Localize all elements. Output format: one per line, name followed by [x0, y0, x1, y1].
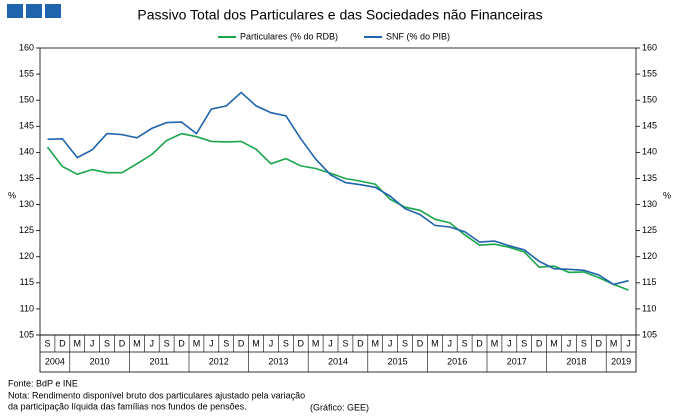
x-tick-label: D	[238, 338, 245, 348]
y2-tick-label: 130	[642, 199, 657, 209]
x-tick-label: M	[74, 338, 82, 348]
y2-axis-label: %	[663, 190, 671, 200]
y2-tick-label: 105	[642, 329, 657, 339]
y-tick-label: 110	[20, 303, 34, 313]
y-tick-label: 140	[19, 147, 34, 157]
x-tick-label: J	[448, 338, 453, 348]
logo-square	[45, 4, 61, 18]
x-tick-label: J	[269, 338, 274, 348]
x-tick-label: S	[402, 338, 408, 348]
note: da participação líquida das famílias nos…	[8, 401, 247, 411]
y-tick-label: 160	[19, 42, 34, 52]
x-group-label: 2015	[388, 356, 408, 366]
chart-title: Passivo Total dos Particulares e das Soc…	[137, 7, 542, 23]
x-tick-label: S	[44, 338, 50, 348]
x-group-label: 2016	[447, 356, 467, 366]
x-tick-label: S	[521, 338, 527, 348]
x-tick-label: S	[223, 338, 229, 348]
y2-tick-label: 150	[642, 95, 657, 105]
legend-label: Particulares (% do RDB)	[240, 31, 338, 41]
y2-tick-label: 125	[642, 225, 657, 235]
x-tick-label: J	[507, 338, 512, 348]
y2-tick-label: 140	[642, 147, 657, 157]
x-tick-label: D	[596, 338, 603, 348]
plot-frame	[39, 47, 637, 336]
x-tick-label: S	[581, 338, 587, 348]
x-group-label: 2012	[209, 356, 229, 366]
x-tick-label: M	[252, 338, 260, 348]
y2-tick-label: 160	[642, 42, 657, 52]
series-line	[46, 132, 629, 291]
x-tick-label: M	[312, 338, 320, 348]
x-tick-label: S	[283, 338, 289, 348]
series-line	[47, 91, 629, 286]
x-tick-label: M	[491, 338, 499, 348]
x-tick-label: S	[462, 338, 468, 348]
x-tick-label: J	[388, 338, 393, 348]
x-group-label: 2019	[611, 356, 631, 366]
x-tick-label: D	[119, 338, 126, 348]
y2-tick-label: 110	[642, 303, 656, 313]
x-group-label: 2010	[90, 356, 110, 366]
x-tick-label: J	[328, 338, 333, 348]
x-tick-label: M	[610, 338, 618, 348]
x-tick-label: J	[626, 338, 631, 348]
x-tick-label: D	[178, 338, 185, 348]
y-axis-label: %	[8, 190, 16, 200]
y2-tick-label: 120	[642, 251, 657, 261]
y-tick-label: 145	[19, 121, 34, 131]
x-tick-label: S	[164, 338, 170, 348]
x-tick-label: M	[431, 338, 439, 348]
note: Fonte: BdP e INE	[8, 378, 78, 388]
x-tick-label: D	[417, 338, 424, 348]
logo-square	[7, 4, 23, 18]
credit: (Gráfico: GEE)	[310, 402, 369, 412]
note: Nota: Rendimento disponível bruto dos pa…	[8, 390, 305, 400]
y2-tick-label: 155	[642, 68, 657, 78]
y-tick-label: 125	[19, 225, 34, 235]
y-tick-label: 155	[19, 68, 34, 78]
x-tick-label: S	[342, 338, 348, 348]
x-tick-label: M	[550, 338, 558, 348]
x-tick-label: J	[150, 338, 155, 348]
y-tick-label: 115	[20, 277, 34, 287]
x-group-label: 2018	[566, 356, 586, 366]
x-group-label: 2004	[45, 356, 65, 366]
legend-label: SNF (% do PIB)	[386, 31, 450, 41]
x-tick-label: D	[476, 338, 483, 348]
x-tick-label: M	[372, 338, 380, 348]
x-tick-label: J	[209, 338, 214, 348]
y-tick-label: 130	[19, 199, 34, 209]
y-tick-label: 120	[19, 251, 34, 261]
y2-tick-label: 115	[642, 277, 656, 287]
y2-tick-label: 145	[642, 121, 657, 131]
x-tick-label: M	[133, 338, 141, 348]
y-tick-label: 105	[19, 329, 34, 339]
x-tick-label: D	[298, 338, 305, 348]
y-tick-label: 135	[19, 173, 34, 183]
x-group-label: 2014	[328, 356, 348, 366]
x-tick-label: D	[536, 338, 543, 348]
x-group-label: 2013	[268, 356, 288, 366]
logo-square	[26, 4, 42, 18]
x-tick-label: D	[59, 338, 66, 348]
x-tick-label: S	[104, 338, 110, 348]
y-tick-label: 150	[19, 95, 34, 105]
x-tick-label: J	[90, 338, 95, 348]
y2-tick-label: 135	[642, 173, 657, 183]
x-tick-label: D	[357, 338, 364, 348]
x-tick-label: M	[193, 338, 201, 348]
x-tick-label: J	[567, 338, 572, 348]
x-group-label: 2011	[150, 356, 169, 366]
x-group-label: 2017	[507, 356, 527, 366]
